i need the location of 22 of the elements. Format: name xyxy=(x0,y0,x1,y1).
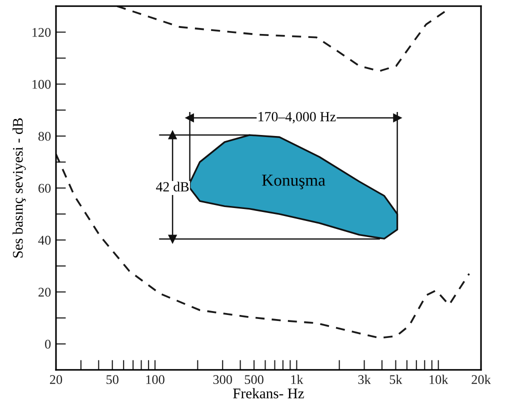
x-tick-label: 5k xyxy=(390,374,402,384)
x-tick-label: 20 xyxy=(50,375,62,384)
y-tick-label: 60 xyxy=(38,184,51,193)
y-tick-label: 20 xyxy=(38,288,51,297)
x-tick-label: 10k xyxy=(430,374,448,384)
y-tick-label: 0 xyxy=(45,340,51,349)
annotation: 42 dB xyxy=(156,182,189,192)
x-tick-label: 3k xyxy=(358,374,371,384)
annotation: 170–4,000 Hz xyxy=(258,112,336,124)
x-tick-label: 100 xyxy=(146,375,164,384)
y-tick-label: 120 xyxy=(32,28,51,37)
x-tick-label: 300 xyxy=(213,375,232,384)
y-tick-label: 100 xyxy=(32,80,51,89)
x-tick-label: 50 xyxy=(106,375,118,384)
annotation: Konuşma xyxy=(262,174,326,190)
y-axis-title: Ses basınç seviyesi - dB xyxy=(12,118,26,258)
y-tick-label: 40 xyxy=(38,236,51,245)
x-tick-label: 1k xyxy=(291,374,304,384)
x-axis-title: Frekans- Hz xyxy=(233,388,304,398)
x-tick-label: 500 xyxy=(244,375,264,384)
x-tick-label: 20k xyxy=(472,374,491,384)
y-tick-label: 80 xyxy=(38,132,51,141)
